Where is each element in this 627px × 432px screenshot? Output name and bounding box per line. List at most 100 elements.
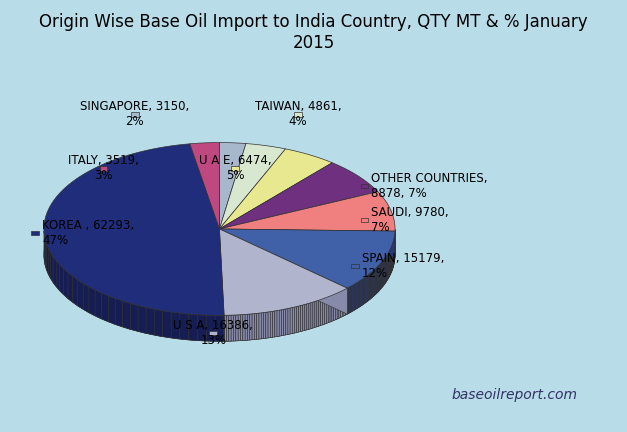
Polygon shape xyxy=(330,295,332,322)
Polygon shape xyxy=(206,315,215,341)
Polygon shape xyxy=(298,305,301,332)
Polygon shape xyxy=(46,244,48,274)
Polygon shape xyxy=(44,144,224,315)
FancyBboxPatch shape xyxy=(361,184,368,188)
Polygon shape xyxy=(335,293,337,320)
Polygon shape xyxy=(354,283,356,310)
Polygon shape xyxy=(219,192,395,231)
Polygon shape xyxy=(146,308,154,335)
Polygon shape xyxy=(190,143,219,229)
Polygon shape xyxy=(45,240,46,270)
Polygon shape xyxy=(288,308,290,334)
Text: SPAIN, 15179,
12%: SPAIN, 15179, 12% xyxy=(362,252,444,280)
Polygon shape xyxy=(381,261,382,288)
Polygon shape xyxy=(219,229,347,315)
Polygon shape xyxy=(64,269,68,299)
Polygon shape xyxy=(68,273,73,302)
Polygon shape xyxy=(303,305,305,331)
Polygon shape xyxy=(215,315,224,341)
Polygon shape xyxy=(345,288,347,315)
Polygon shape xyxy=(238,315,241,341)
Polygon shape xyxy=(273,311,275,337)
Polygon shape xyxy=(369,273,371,300)
Polygon shape xyxy=(334,294,335,321)
FancyBboxPatch shape xyxy=(351,264,359,268)
Polygon shape xyxy=(256,313,259,339)
Polygon shape xyxy=(313,302,315,328)
Polygon shape xyxy=(311,302,313,329)
Polygon shape xyxy=(321,299,323,325)
Polygon shape xyxy=(219,143,285,229)
Polygon shape xyxy=(241,314,243,341)
Polygon shape xyxy=(48,248,51,278)
Polygon shape xyxy=(250,314,252,340)
Polygon shape xyxy=(275,311,277,337)
Polygon shape xyxy=(295,307,297,333)
Polygon shape xyxy=(219,149,332,229)
Polygon shape xyxy=(359,281,360,308)
Polygon shape xyxy=(162,311,171,338)
Polygon shape xyxy=(380,263,381,290)
Polygon shape xyxy=(243,314,245,340)
FancyBboxPatch shape xyxy=(31,231,39,235)
Ellipse shape xyxy=(44,168,395,341)
Polygon shape xyxy=(290,308,292,334)
FancyBboxPatch shape xyxy=(100,166,107,171)
Polygon shape xyxy=(367,275,369,302)
Polygon shape xyxy=(219,229,347,314)
Polygon shape xyxy=(270,311,273,337)
Text: SAUDI, 9780,
7%: SAUDI, 9780, 7% xyxy=(371,206,449,234)
Polygon shape xyxy=(279,310,282,336)
Text: U S A, 16386,
13%: U S A, 16386, 13% xyxy=(173,319,253,346)
Polygon shape xyxy=(371,272,372,299)
Polygon shape xyxy=(89,287,95,316)
Polygon shape xyxy=(386,255,387,282)
FancyBboxPatch shape xyxy=(231,166,239,171)
Polygon shape xyxy=(229,315,231,341)
Polygon shape xyxy=(364,277,365,304)
Polygon shape xyxy=(384,257,385,284)
Polygon shape xyxy=(325,298,327,324)
Polygon shape xyxy=(130,303,138,331)
Polygon shape xyxy=(385,256,386,283)
Polygon shape xyxy=(374,269,375,296)
Polygon shape xyxy=(297,306,298,333)
Polygon shape xyxy=(376,267,377,294)
Polygon shape xyxy=(379,264,380,291)
Polygon shape xyxy=(323,298,325,325)
Polygon shape xyxy=(339,292,340,318)
Polygon shape xyxy=(344,289,345,316)
Polygon shape xyxy=(352,285,353,312)
Polygon shape xyxy=(315,301,317,327)
Polygon shape xyxy=(317,300,319,327)
Polygon shape xyxy=(248,314,250,340)
Polygon shape xyxy=(309,303,311,329)
Polygon shape xyxy=(115,299,123,327)
Polygon shape xyxy=(219,229,395,257)
Polygon shape xyxy=(255,313,256,340)
Polygon shape xyxy=(362,278,364,305)
Polygon shape xyxy=(277,310,279,337)
Polygon shape xyxy=(73,276,78,306)
Text: ITALY, 3519,
3%: ITALY, 3519, 3% xyxy=(68,155,139,182)
Polygon shape xyxy=(329,296,330,323)
Polygon shape xyxy=(383,259,384,286)
Polygon shape xyxy=(219,229,395,257)
Polygon shape xyxy=(263,312,266,339)
Polygon shape xyxy=(219,143,246,229)
Polygon shape xyxy=(261,313,263,339)
Polygon shape xyxy=(365,276,366,303)
Polygon shape xyxy=(180,313,189,340)
Polygon shape xyxy=(123,301,130,329)
Polygon shape xyxy=(219,163,378,229)
Polygon shape xyxy=(252,314,255,340)
Polygon shape xyxy=(377,266,378,293)
Polygon shape xyxy=(53,257,56,287)
FancyBboxPatch shape xyxy=(131,112,139,117)
Polygon shape xyxy=(375,268,376,295)
Polygon shape xyxy=(259,313,261,339)
Polygon shape xyxy=(83,283,89,313)
Polygon shape xyxy=(56,261,60,291)
Polygon shape xyxy=(305,304,307,330)
Polygon shape xyxy=(340,291,342,318)
